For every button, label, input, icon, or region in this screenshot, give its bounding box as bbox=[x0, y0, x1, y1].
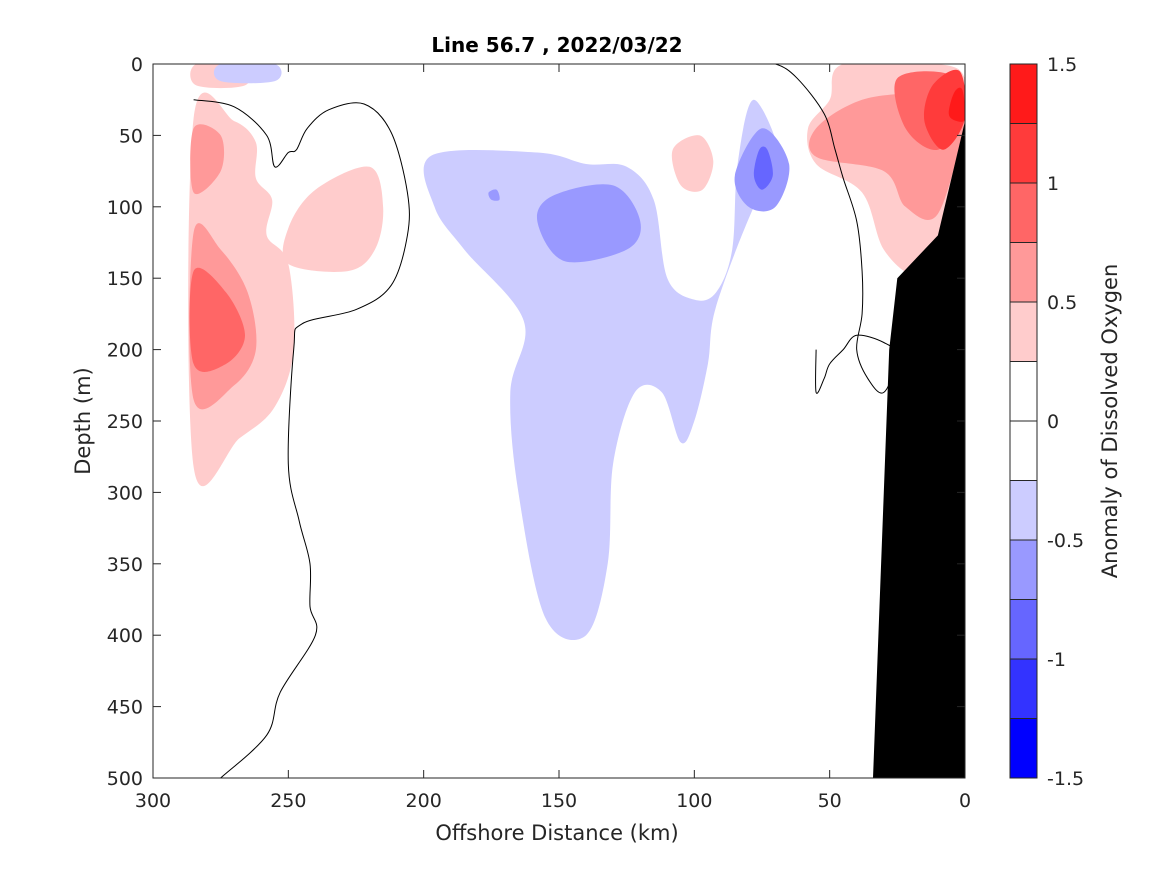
colorbar-tick-label: -1 bbox=[1047, 649, 1066, 671]
colorbar-swatch bbox=[1010, 718, 1037, 778]
colorbar-frame bbox=[1009, 63, 1038, 779]
chart-title: Line 56.7 , 2022/03/22 bbox=[431, 33, 682, 57]
y-tick-label: 500 bbox=[107, 768, 143, 790]
y-tick-label: 300 bbox=[107, 482, 143, 504]
zero-contour-line bbox=[193, 99, 410, 778]
anomaly-region bbox=[213, 64, 282, 84]
colorbar-swatch bbox=[1010, 302, 1037, 362]
colorbar-swatch bbox=[1010, 480, 1037, 540]
anomaly-region bbox=[923, 69, 965, 150]
anomaly-fill-layer bbox=[188, 64, 965, 641]
x-tick-label: 0 bbox=[959, 790, 971, 812]
anomaly-region bbox=[536, 184, 641, 263]
anomaly-region bbox=[488, 189, 500, 201]
seafloor-layer bbox=[873, 121, 965, 778]
colorbar-tick-label: 0.5 bbox=[1047, 292, 1077, 314]
anomaly-region bbox=[753, 146, 773, 190]
colorbar: 1.5 1 0.5 0 -0.5 -1 -1.5 bbox=[1009, 54, 1084, 790]
x-axis: 300 250 200 150 100 50 0 bbox=[135, 64, 971, 812]
colorbar-swatch bbox=[1010, 183, 1037, 243]
x-tick-label: 250 bbox=[270, 790, 306, 812]
colorbar-tick-label: 1 bbox=[1047, 173, 1059, 195]
y-tick-label: 400 bbox=[107, 625, 143, 647]
x-tick-label: 150 bbox=[541, 790, 577, 812]
colorbar-swatch bbox=[1010, 421, 1037, 481]
y-tick-label: 350 bbox=[107, 554, 143, 576]
colorbar-tick-label: 0 bbox=[1047, 411, 1059, 433]
colorbar-swatch bbox=[1010, 599, 1037, 659]
colorbar-swatch bbox=[1010, 64, 1037, 124]
zero-contour-layer bbox=[193, 64, 898, 778]
y-tick-label: 450 bbox=[107, 697, 143, 719]
anomaly-region bbox=[423, 99, 781, 641]
colorbar-tick-label: -1.5 bbox=[1047, 768, 1084, 790]
y-tick-label: 150 bbox=[107, 268, 143, 290]
y-axis-label: Depth (m) bbox=[71, 367, 95, 474]
plot-area bbox=[152, 63, 966, 779]
y-tick-label: 200 bbox=[107, 340, 143, 362]
colorbar-swatch bbox=[1010, 540, 1037, 600]
anomaly-region bbox=[671, 135, 714, 192]
colorbar-swatch bbox=[1010, 242, 1037, 302]
y-tick-label: 0 bbox=[131, 54, 143, 76]
x-tick-label: 200 bbox=[406, 790, 442, 812]
x-tick-label: 300 bbox=[135, 790, 171, 812]
x-axis-label: Offshore Distance (km) bbox=[435, 821, 678, 845]
colorbar-swatch bbox=[1010, 123, 1037, 183]
x-tick-label: 50 bbox=[818, 790, 842, 812]
seafloor-shape bbox=[873, 121, 965, 778]
colorbar-tick-label: -0.5 bbox=[1047, 530, 1084, 552]
x-tick-label: 100 bbox=[676, 790, 712, 812]
colorbar-tick-label: 1.5 bbox=[1047, 54, 1077, 76]
anomaly-region bbox=[282, 166, 384, 272]
colorbar-label: Anomaly of Dissolved Oxygen bbox=[1098, 264, 1122, 579]
anomaly-region bbox=[189, 267, 245, 372]
colorbar-swatch bbox=[1010, 361, 1037, 421]
y-tick-label: 100 bbox=[107, 197, 143, 219]
y-tick-label: 50 bbox=[119, 125, 143, 147]
colorbar-swatch bbox=[1010, 659, 1037, 719]
zero-contour-line bbox=[748, 64, 898, 394]
anomaly-region bbox=[190, 124, 225, 195]
y-axis: 0 50 100 150 200 250 300 350 400 450 500 bbox=[107, 54, 965, 790]
y-tick-label: 250 bbox=[107, 411, 143, 433]
anomaly-region bbox=[948, 87, 965, 122]
